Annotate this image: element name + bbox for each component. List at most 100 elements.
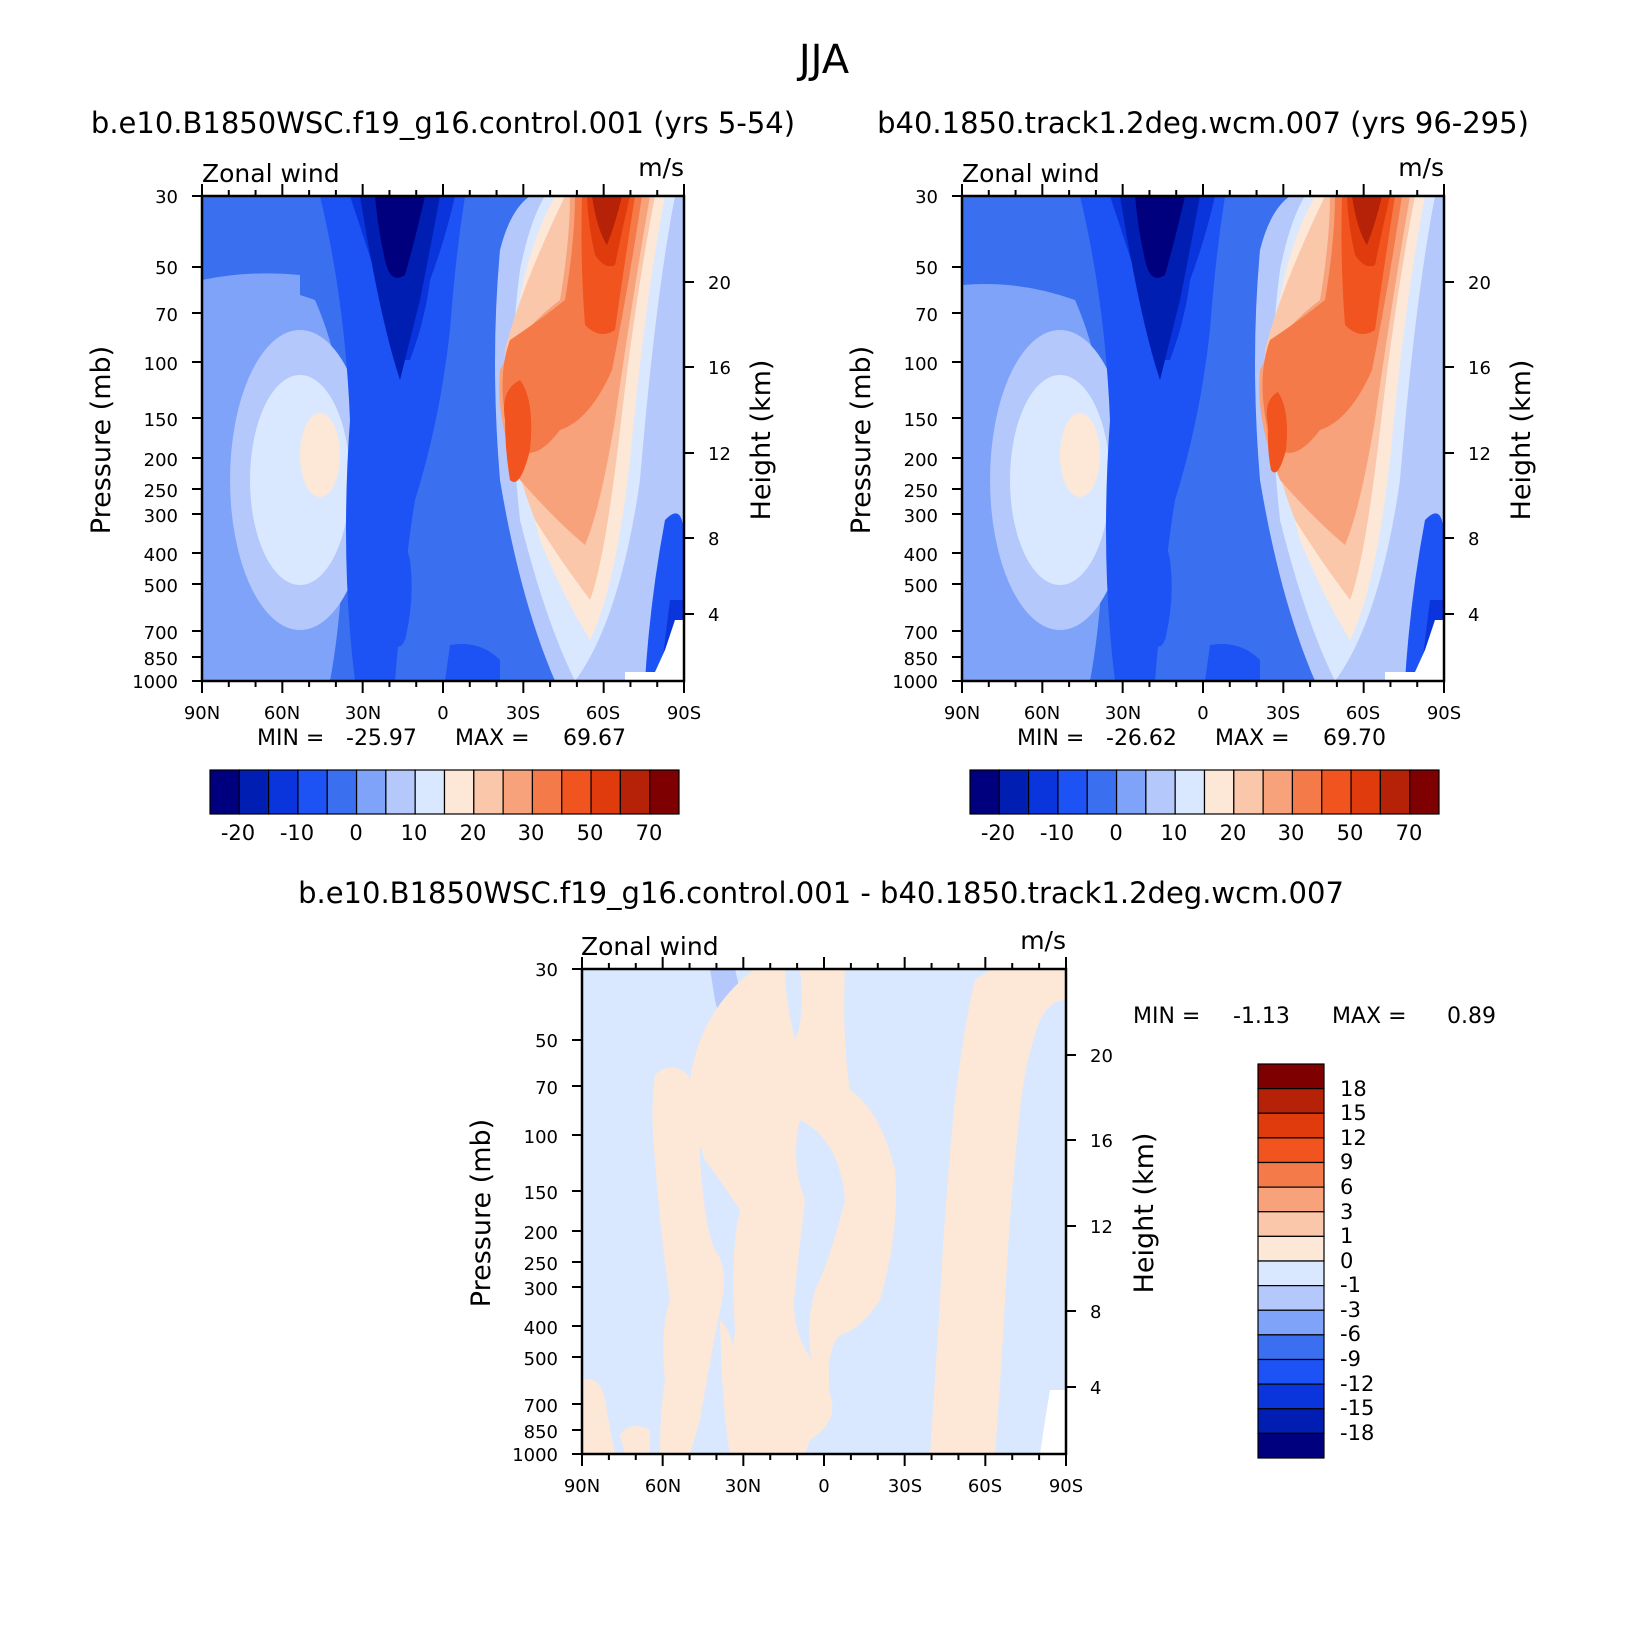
colorbar-box bbox=[1409, 769, 1440, 815]
height-tick-label: 16 bbox=[1468, 358, 1491, 379]
x-tick-label: 60S bbox=[1346, 703, 1380, 724]
colorbar-box bbox=[1257, 1112, 1325, 1139]
min-label: MIN = bbox=[257, 726, 324, 751]
x-tick-label: 60S bbox=[586, 703, 620, 724]
height-tick-label: 20 bbox=[1468, 273, 1491, 294]
colorbar-box bbox=[502, 769, 534, 815]
colorbar-box bbox=[561, 769, 592, 815]
colorbar-label: -9 bbox=[1340, 1347, 1361, 1371]
height-tick-label: 8 bbox=[708, 529, 719, 550]
colorbar-box bbox=[1257, 1334, 1325, 1361]
y-axis-right-label: Height (km) bbox=[1129, 1133, 1160, 1294]
colorbar-label: -6 bbox=[1340, 1322, 1361, 1346]
colorbar-label: 9 bbox=[1340, 1150, 1353, 1174]
colorbar-box bbox=[1321, 769, 1352, 815]
colorbar-box bbox=[1262, 769, 1294, 815]
colorbar-label: 15 bbox=[1340, 1101, 1367, 1125]
x-tick-label: 30S bbox=[506, 703, 540, 724]
y-axis-right-label: Height (km) bbox=[1506, 360, 1537, 521]
y-tick-label: 250 bbox=[904, 481, 938, 502]
colorbar-box bbox=[998, 769, 1030, 815]
y-tick-label: 100 bbox=[524, 1127, 558, 1148]
colorbar-box bbox=[1257, 1285, 1325, 1311]
colorbar-box bbox=[1257, 1432, 1325, 1459]
colorbar-box bbox=[969, 769, 1000, 815]
y-tick-label: 150 bbox=[524, 1183, 558, 1204]
x-tick-label: 30S bbox=[888, 1476, 922, 1497]
y-tick-label: 1000 bbox=[892, 672, 938, 693]
colorbar-label: 30 bbox=[518, 821, 545, 845]
height-tick-label: 12 bbox=[1090, 1217, 1113, 1238]
y-tick-label: 500 bbox=[144, 576, 178, 597]
units-label: m/s bbox=[1398, 153, 1444, 182]
x-tick-label: 30N bbox=[725, 1476, 761, 1497]
x-tick-label: 30N bbox=[1105, 703, 1141, 724]
y-tick-label: 1000 bbox=[512, 1445, 558, 1466]
colorbar-label: 10 bbox=[401, 821, 428, 845]
panel-title: b.e10.B1850WSC.f19_g16.control.001 (yrs … bbox=[91, 106, 795, 140]
colorbar-box bbox=[1257, 1063, 1325, 1090]
units-label: m/s bbox=[638, 153, 684, 182]
colorbar-label: -1 bbox=[1340, 1273, 1361, 1297]
colorbar-box bbox=[1291, 769, 1323, 815]
tick-marks bbox=[192, 184, 694, 693]
tick-marks bbox=[952, 184, 1454, 693]
min-value: -26.62 bbox=[1106, 726, 1177, 751]
y-tick-label: 250 bbox=[524, 1254, 558, 1275]
y-axis-label: Pressure (mb) bbox=[86, 346, 117, 534]
colorbar-box bbox=[1257, 1408, 1325, 1434]
colorbar-label: 50 bbox=[1337, 821, 1364, 845]
y-tick-label: 70 bbox=[535, 1078, 558, 1099]
x-tick-label: 90N bbox=[564, 1476, 600, 1497]
colorbar-box bbox=[297, 769, 328, 815]
colorbar-box bbox=[1379, 769, 1411, 815]
height-tick-label: 4 bbox=[708, 605, 719, 626]
colorbar-box bbox=[531, 769, 563, 815]
colorbar-label: 20 bbox=[1220, 821, 1247, 845]
colorbar-label: -20 bbox=[981, 821, 1015, 845]
y-tick-label: 1000 bbox=[132, 672, 178, 693]
colorbar bbox=[969, 769, 1440, 815]
colorbar-box bbox=[443, 769, 475, 815]
colorbar-box bbox=[1257, 1383, 1325, 1410]
colorbar-label: 0 bbox=[1109, 821, 1122, 845]
y-axis-label: Pressure (mb) bbox=[466, 1119, 497, 1307]
contour-field bbox=[962, 196, 1444, 681]
x-tick-label: 60N bbox=[1024, 703, 1060, 724]
height-tick-label: 4 bbox=[1468, 605, 1479, 626]
figure-title: JJA bbox=[796, 37, 850, 83]
y-tick-label: 850 bbox=[904, 649, 938, 670]
y-tick-label: 200 bbox=[144, 450, 178, 471]
colorbar-label: -3 bbox=[1340, 1298, 1361, 1322]
colorbar-box bbox=[355, 769, 387, 815]
x-tick-label: 90S bbox=[1427, 703, 1461, 724]
variable-label: Zonal wind bbox=[202, 159, 340, 188]
min-label: MIN = bbox=[1133, 1004, 1200, 1029]
y-tick-label: 50 bbox=[915, 258, 938, 279]
y-tick-label: 300 bbox=[524, 1279, 558, 1300]
panel-track1: b40.1850.track1.2deg.wcm.007 (yrs 96-295… bbox=[846, 106, 1537, 845]
x-tick-label: 90S bbox=[1049, 1476, 1083, 1497]
colorbar-label: 0 bbox=[1340, 1249, 1353, 1273]
x-tick-label: 90S bbox=[667, 703, 701, 724]
panel-control: b.e10.B1850WSC.f19_g16.control.001 (yrs … bbox=[86, 106, 795, 845]
max-label: MAX = bbox=[1332, 1004, 1407, 1029]
height-tick-label: 12 bbox=[708, 444, 731, 465]
colorbar-label: 70 bbox=[1396, 821, 1423, 845]
max-value: 69.70 bbox=[1323, 726, 1386, 751]
colorbar-label: -15 bbox=[1340, 1396, 1374, 1420]
max-label: MAX = bbox=[1215, 726, 1290, 751]
y-tick-label: 70 bbox=[915, 305, 938, 326]
units-label: m/s bbox=[1020, 926, 1066, 955]
colorbar-box bbox=[1086, 769, 1118, 815]
panel-title: b.e10.B1850WSC.f19_g16.control.001 - b40… bbox=[298, 876, 1344, 910]
y-tick-label: 100 bbox=[144, 354, 178, 375]
colorbar-box bbox=[1233, 769, 1264, 815]
colorbar-box bbox=[1115, 769, 1147, 815]
x-tick-label: 60N bbox=[264, 703, 300, 724]
x-tick-label: 30S bbox=[1266, 703, 1300, 724]
colorbar-box bbox=[590, 769, 621, 815]
colorbar-label: -20 bbox=[221, 821, 255, 845]
colorbar-label: 70 bbox=[636, 821, 663, 845]
colorbar-box bbox=[1257, 1088, 1325, 1114]
